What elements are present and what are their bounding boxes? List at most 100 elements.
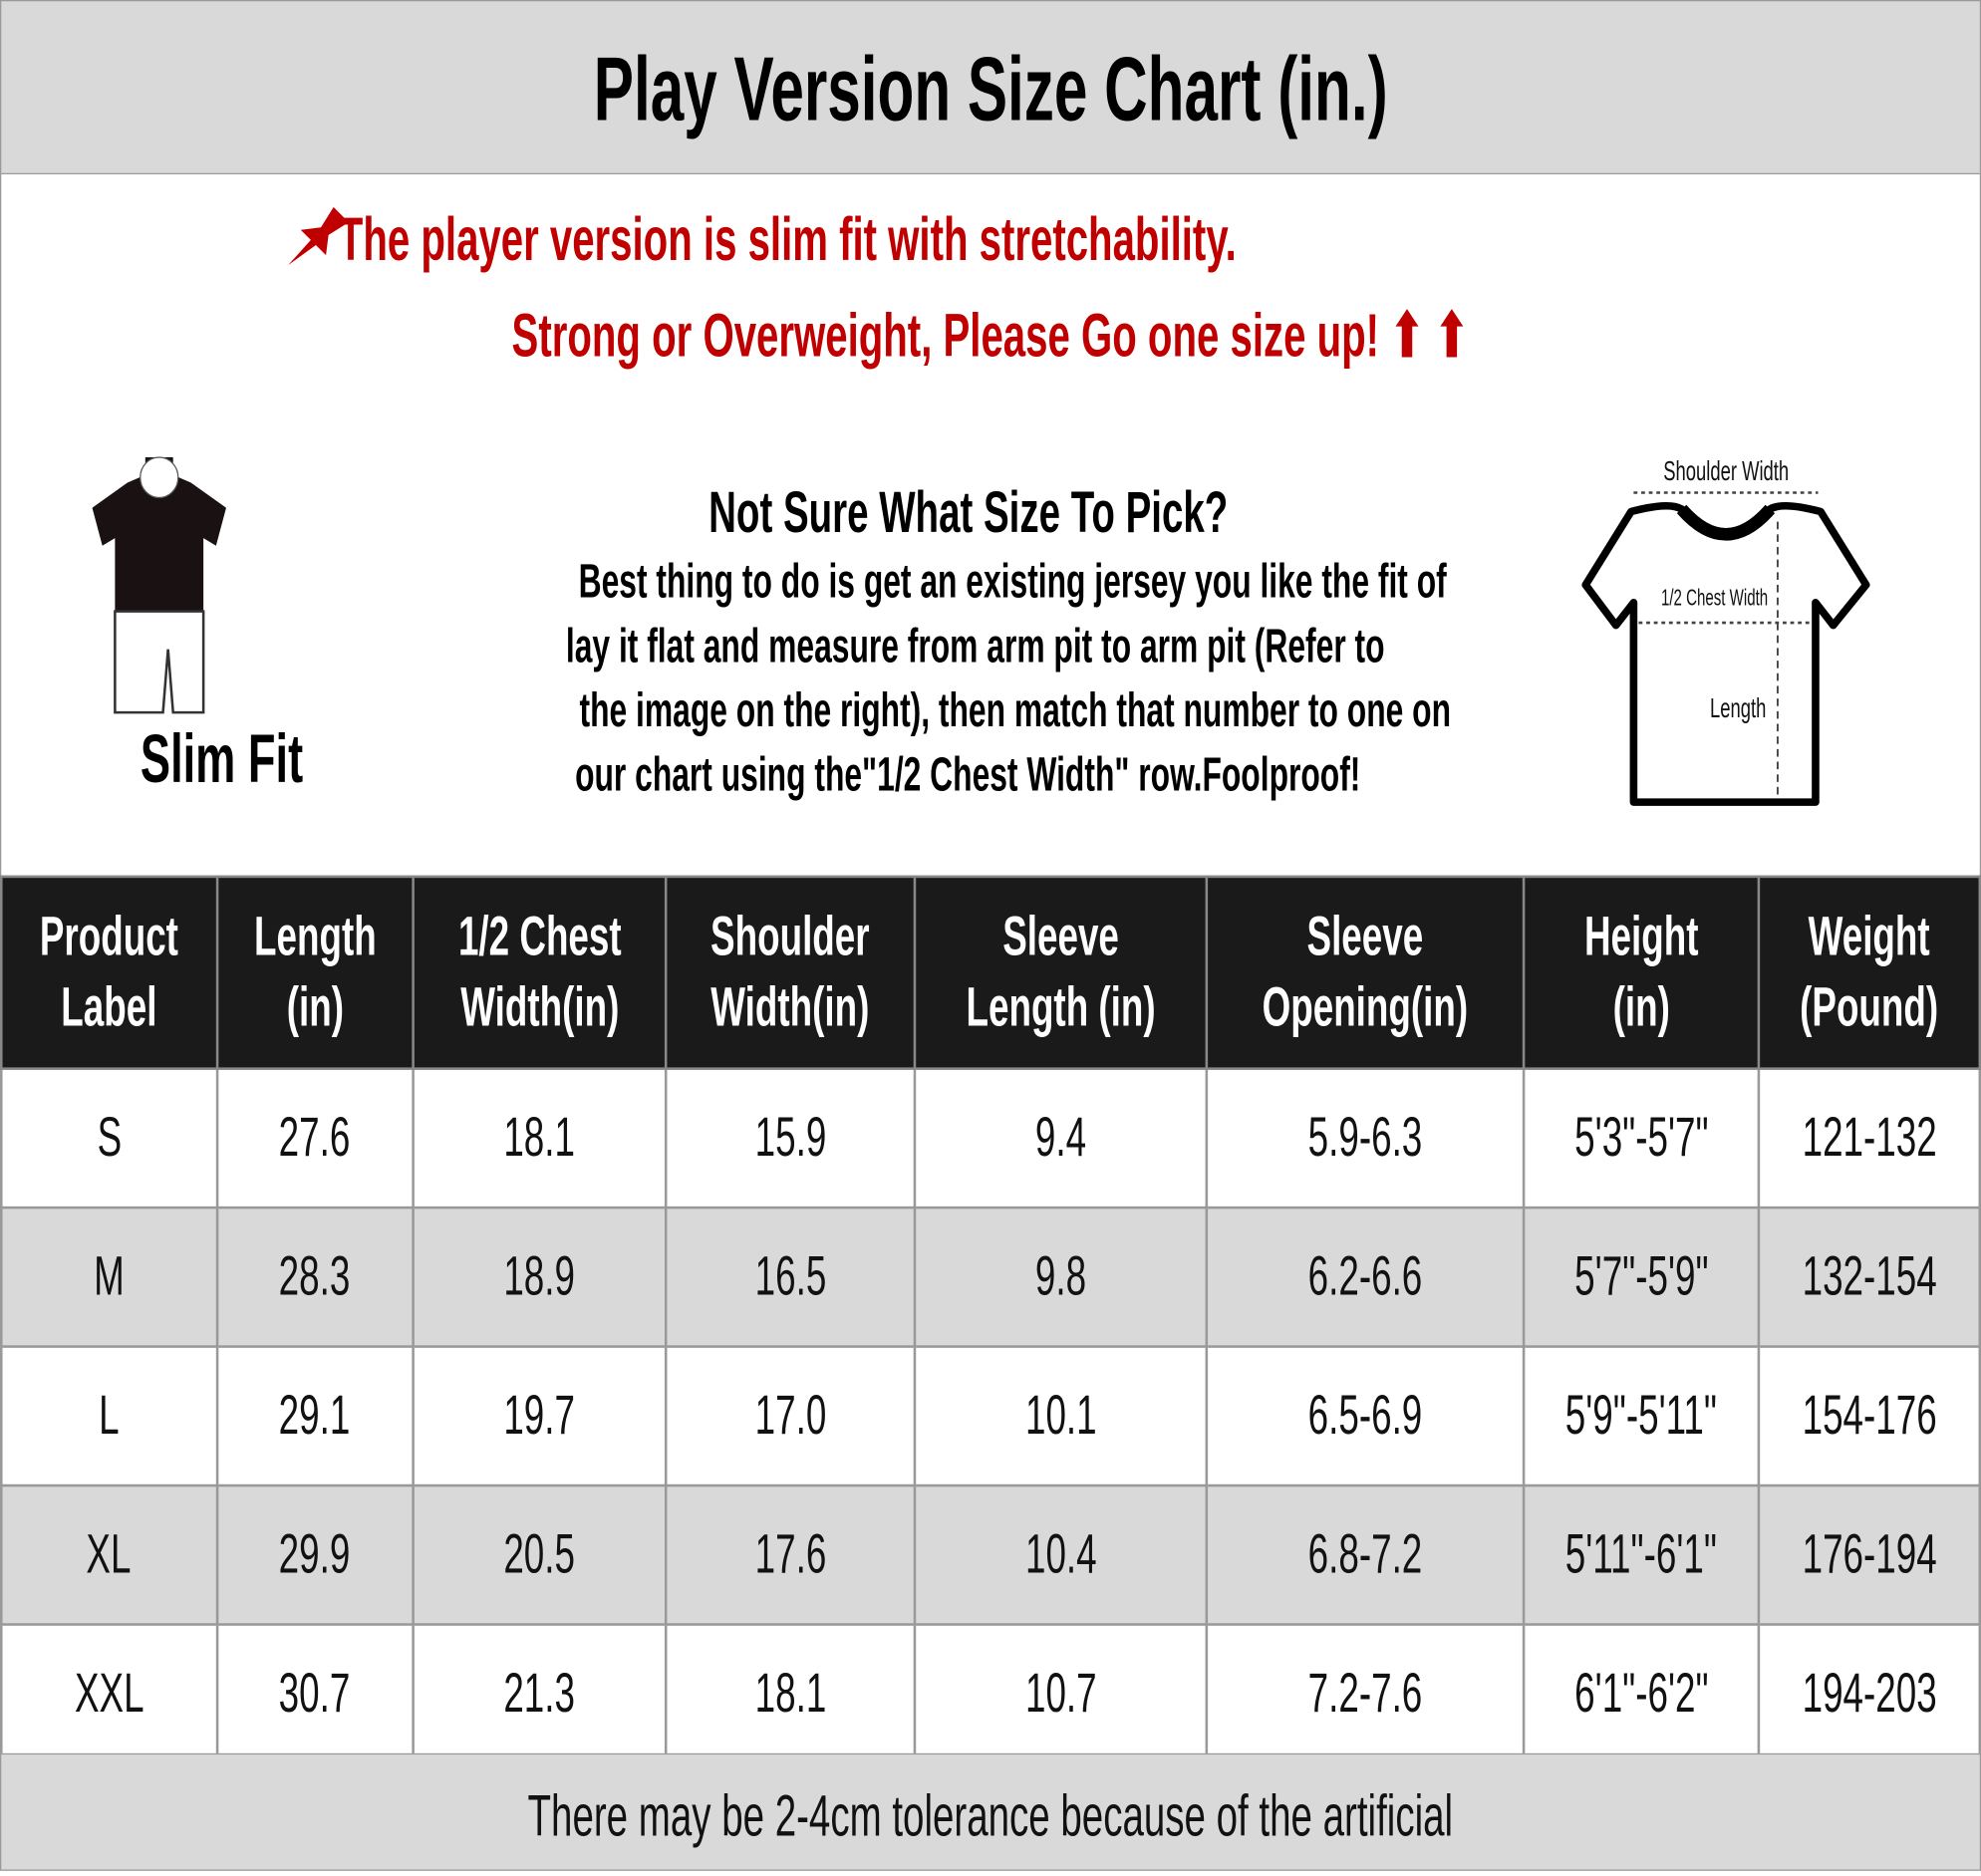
cell-text: 10.7 bbox=[1024, 1662, 1097, 1725]
table-cell: 28.3 bbox=[215, 1206, 415, 1348]
cell-text: XXL bbox=[74, 1662, 144, 1725]
chest-width-label: 1/2 Chest Width bbox=[1633, 585, 1775, 612]
cell-text: 30.7 bbox=[278, 1662, 351, 1725]
header-text: Length bbox=[253, 906, 377, 968]
table-cell: 17.6 bbox=[665, 1483, 917, 1626]
table-row: M 28.3 18.9 16.5 9.8 6.2-6.6 5'7"-5'9" 132-154 bbox=[0, 1206, 1981, 1348]
header-text: Weight bbox=[1809, 906, 1931, 968]
cell-text: 18.9 bbox=[503, 1245, 576, 1308]
cell-text: 9.4 bbox=[1034, 1106, 1086, 1169]
table-cell: 176-194 bbox=[1758, 1483, 1981, 1626]
header-text: Height bbox=[1583, 906, 1699, 968]
slim-fit-label: Slim Fit bbox=[77, 720, 368, 799]
header-text: 1/2 Chest bbox=[457, 906, 622, 968]
cell-text: 6.8-7.2 bbox=[1307, 1523, 1423, 1586]
cell-text: 194-203 bbox=[1802, 1662, 1937, 1725]
cell-text: 18.1 bbox=[754, 1662, 826, 1725]
table-cell: 6.8-7.2 bbox=[1205, 1483, 1526, 1626]
header-text: Width(in) bbox=[710, 976, 870, 1039]
length-label: Length bbox=[1694, 692, 1783, 725]
column-header: Sleeve Opening(in) bbox=[1205, 875, 1526, 1070]
cell-text: 16.5 bbox=[754, 1245, 826, 1308]
guide-line: Best thing to do is get an existing jers… bbox=[355, 556, 1580, 611]
table-row: L 29.1 19.7 17.0 10.1 6.5-6.9 5'9"-5'11" 154-17… bbox=[0, 1345, 1981, 1487]
table-cell: 9.4 bbox=[913, 1067, 1209, 1209]
shoulder-width-label: Shoulder Width bbox=[1631, 454, 1821, 487]
header-text: (Pound) bbox=[1800, 976, 1939, 1039]
guide-text: our chart using the"1/2 Chest Width" row… bbox=[575, 748, 1361, 803]
guide-line: the image on the right), then match that… bbox=[355, 684, 1580, 739]
guide-text: the image on the right), then match that… bbox=[579, 684, 1451, 738]
table-cell: XL bbox=[0, 1483, 218, 1626]
table-cell: 29.9 bbox=[215, 1483, 415, 1626]
table-cell: 10.4 bbox=[913, 1483, 1209, 1626]
table-cell: 15.9 bbox=[665, 1067, 917, 1209]
header-text: Sleeve bbox=[1001, 906, 1119, 968]
table-cell: 30.7 bbox=[215, 1623, 415, 1765]
column-header: Product Label bbox=[0, 875, 218, 1070]
header-text: (in) bbox=[1612, 976, 1670, 1039]
cell-text: M bbox=[94, 1245, 125, 1308]
table-cell: 27.6 bbox=[215, 1067, 415, 1209]
cell-text: 17.0 bbox=[754, 1384, 826, 1447]
table-cell: 16.5 bbox=[665, 1206, 917, 1348]
table-row: XXL 30.7 21.3 18.1 10.7 7.2-7.6 6'1"-6'2" 194-2… bbox=[0, 1623, 1981, 1765]
cell-text: 6.5-6.9 bbox=[1307, 1384, 1423, 1447]
cell-text: 18.1 bbox=[503, 1106, 576, 1169]
cell-text: 132-154 bbox=[1802, 1245, 1937, 1308]
column-header: Height (in) bbox=[1522, 875, 1761, 1070]
guide-text: Best thing to do is get an existing jers… bbox=[578, 555, 1447, 610]
header-text: Sleeve bbox=[1306, 906, 1424, 968]
table-cell: 5'3"-5'7" bbox=[1522, 1067, 1761, 1209]
table-cell: 10.7 bbox=[913, 1623, 1209, 1765]
header-text: Length (in) bbox=[966, 976, 1156, 1039]
tshirt-measure-diagram-icon bbox=[1581, 491, 1870, 806]
header-text: (in) bbox=[286, 976, 344, 1039]
table-cell: 18.1 bbox=[665, 1623, 917, 1765]
header-text: Opening(in) bbox=[1262, 976, 1469, 1039]
title-text: Play Version Size Chart (in.) bbox=[593, 39, 1388, 140]
cell-text: 10.4 bbox=[1024, 1523, 1097, 1586]
table-cell: 21.3 bbox=[411, 1623, 668, 1765]
cell-text: 176-194 bbox=[1802, 1523, 1937, 1586]
notice-text-1: The player version is slim fit with stre… bbox=[338, 206, 1237, 275]
header-text: Product bbox=[39, 906, 178, 968]
header-text: Width(in) bbox=[459, 976, 619, 1039]
table-cell: 194-203 bbox=[1758, 1623, 1981, 1765]
cell-text: XL bbox=[86, 1523, 132, 1586]
slim-fit-text: Slim Fit bbox=[141, 720, 304, 798]
cell-text: 15.9 bbox=[754, 1106, 826, 1169]
table-cell: 5'9"-5'11" bbox=[1522, 1345, 1761, 1487]
table-cell: 18.9 bbox=[411, 1206, 668, 1348]
table-row: XL 29.9 20.5 17.6 10.4 6.8-7.2 5'11"-6'1" 176-1… bbox=[0, 1483, 1981, 1626]
notice-line-2: Strong or Overweight, Please Go one size… bbox=[1, 301, 1980, 372]
info-section: The player version is slim fit with stre… bbox=[0, 172, 1981, 877]
cell-text: 10.1 bbox=[1024, 1384, 1097, 1447]
cell-text: 7.2-7.6 bbox=[1307, 1662, 1423, 1725]
cell-text: 19.7 bbox=[503, 1384, 576, 1447]
table-cell: 154-176 bbox=[1758, 1345, 1981, 1487]
shoulder-text: Shoulder Width bbox=[1663, 454, 1790, 487]
table-cell: 29.1 bbox=[215, 1345, 415, 1487]
column-header: 1/2 Chest Width(in) bbox=[411, 875, 668, 1070]
table-cell: 121-132 bbox=[1758, 1067, 1981, 1209]
pushpin-icon bbox=[287, 206, 349, 266]
table-cell: 20.5 bbox=[411, 1483, 668, 1626]
cell-text: 27.6 bbox=[278, 1106, 351, 1169]
page-title: Play Version Size Chart (in.) bbox=[0, 0, 1981, 174]
table-cell: L bbox=[0, 1345, 218, 1487]
table-cell: 7.2-7.6 bbox=[1205, 1623, 1526, 1765]
guide-text: lay it flat and measure from arm pit to … bbox=[565, 620, 1385, 673]
cell-text: 21.3 bbox=[503, 1662, 576, 1725]
cell-text: 20.5 bbox=[503, 1523, 576, 1586]
notice-line-1: The player version is slim fit with stre… bbox=[1, 202, 1980, 276]
cell-text: 154-176 bbox=[1802, 1384, 1937, 1447]
chest-text: 1/2 Chest Width bbox=[1660, 585, 1769, 611]
table-cell: 5.9-6.3 bbox=[1205, 1067, 1526, 1209]
table-cell: 6.5-6.9 bbox=[1205, 1345, 1526, 1487]
cell-text: 29.9 bbox=[278, 1523, 351, 1586]
table-cell: 18.1 bbox=[411, 1067, 668, 1209]
table-cell: 5'11"-6'1" bbox=[1522, 1483, 1761, 1626]
slim-fit-figure-icon bbox=[92, 456, 226, 714]
